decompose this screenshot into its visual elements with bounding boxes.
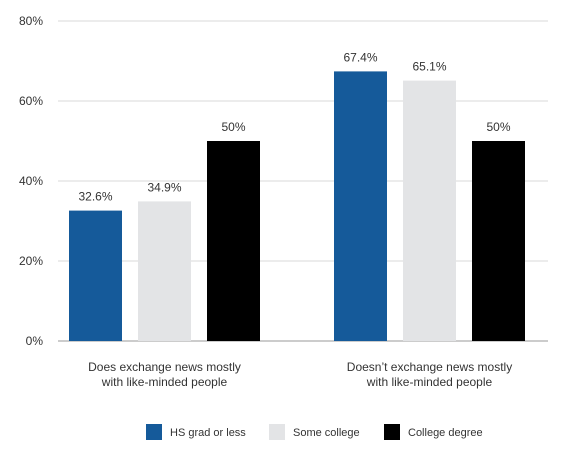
data-label: 67.4% [343, 50, 377, 64]
data-label: 50% [486, 120, 510, 134]
y-tick-label: 60% [19, 94, 43, 108]
legend-label: Some college [293, 427, 360, 439]
category-label: Doesn’t exchange news mostly [347, 360, 512, 374]
legend-swatch [146, 424, 162, 440]
legend-swatch [269, 424, 285, 440]
bar [472, 141, 525, 341]
legend-label: HS grad or less [170, 427, 246, 439]
y-tick-label: 40% [19, 174, 43, 188]
data-label: 34.9% [147, 180, 181, 194]
bar [403, 80, 456, 341]
category-label: with like-minded people [366, 375, 493, 389]
legend-label: College degree [408, 427, 483, 439]
data-label: 65.1% [412, 60, 446, 74]
legend: HS grad or less Some college College degre… [146, 424, 483, 440]
bar [207, 141, 260, 341]
bar [334, 71, 387, 342]
y-tick-label: 0% [26, 334, 44, 348]
y-tick-label: 20% [19, 254, 43, 268]
data-labels: 32.6% 34.9% 50% 67.4% 65.1% 50% [78, 50, 510, 203]
y-tick-label: 80% [19, 14, 43, 28]
bars [69, 71, 525, 342]
category-label: Does exchange news mostly [88, 360, 241, 374]
bar [69, 210, 122, 341]
category-label: with like-minded people [101, 375, 228, 389]
data-label: 32.6% [78, 190, 112, 204]
y-axis-tick-labels: 0% 20% 40% 60% 80% [19, 14, 43, 348]
bar [138, 201, 191, 341]
legend-swatch [384, 424, 400, 440]
data-label: 50% [221, 120, 245, 134]
